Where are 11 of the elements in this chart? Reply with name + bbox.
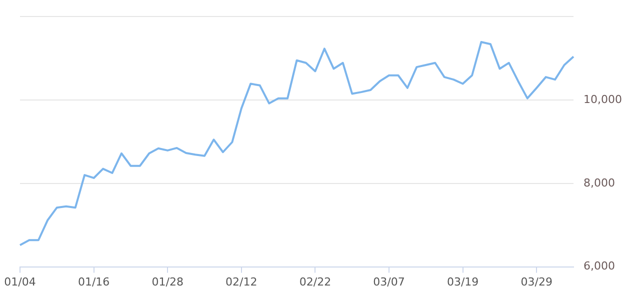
y-tick-label: 8,000 [584,176,616,190]
x-tick-label: 02/22 [299,275,332,288]
y-tick-label: 6,000 [584,260,616,273]
x-tick-label: 03/07 [373,275,405,288]
x-tick-label: 01/16 [78,275,110,288]
x-tick-label: 03/29 [520,275,552,288]
x-tick-label: 01/04 [4,275,36,288]
x-tick-label: 03/19 [446,275,479,288]
y-tick-label: 10,000 [584,92,622,106]
x-tick-label: 01/28 [152,275,184,288]
x-tick-label: 02/12 [226,275,258,288]
